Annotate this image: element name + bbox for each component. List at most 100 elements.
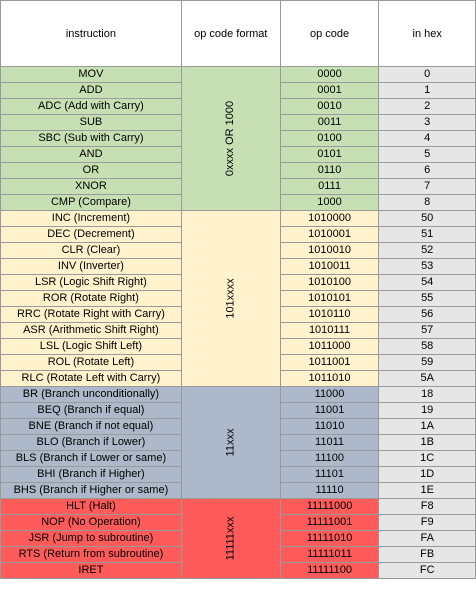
hex-cell: F9 (378, 514, 476, 531)
op-code-cell: 1011010 (279, 370, 380, 387)
hex-cell: 1 (378, 82, 476, 99)
instruction-cell: BHI (Branch if Higher) (0, 466, 182, 483)
op-code-cell: 1010100 (279, 274, 380, 291)
hex-cell: F8 (378, 498, 476, 515)
table-row: INV (Inverter) 1010011 53 (0, 258, 476, 275)
table-row: XNOR 0111 7 (0, 178, 476, 195)
table-row: JSR (Jump to subroutine) 11111010 FA (0, 530, 476, 547)
op-code-cell: 11000 (279, 386, 380, 403)
opcode-table: instruction op code format op code in he… (0, 0, 476, 579)
op-code-cell: 1000 (279, 194, 380, 211)
op-code-cell: 11111100 (279, 562, 380, 579)
instruction-cell: ROR (Rotate Right) (0, 290, 182, 307)
instruction-cell: IRET (0, 562, 182, 579)
op-code-cell: 11111011 (279, 546, 380, 563)
op-code-cell: 11111010 (279, 530, 380, 547)
table-row: RRC (Rotate Right with Carry) 1010110 56 (0, 306, 476, 323)
instruction-cell: MOV (0, 66, 182, 83)
op-code-cell: 1011000 (279, 338, 380, 355)
table-row: ROR (Rotate Right) 1010101 55 (0, 290, 476, 307)
hex-cell: 58 (378, 338, 476, 355)
instruction-cell: CMP (Compare) (0, 194, 182, 211)
hex-cell: 18 (378, 386, 476, 403)
instruction-cell: BEQ (Branch if equal) (0, 402, 182, 419)
hex-cell: 19 (378, 402, 476, 419)
hex-cell: 53 (378, 258, 476, 275)
table-row: ASR (Arithmetic Shift Right) 1010111 57 (0, 322, 476, 339)
op-code-cell: 11100 (279, 450, 380, 467)
hex-cell: 7 (378, 178, 476, 195)
instruction-cell: AND (0, 146, 182, 163)
instruction-cell: NOP (No Operation) (0, 514, 182, 531)
op-code-cell: 11101 (279, 466, 380, 483)
instruction-cell: CLR (Clear) (0, 242, 182, 259)
hex-cell: 0 (378, 66, 476, 83)
header-in-hex: in hex (378, 0, 476, 67)
hex-cell: 4 (378, 130, 476, 147)
instruction-cell: RTS (Return from subroutine) (0, 546, 182, 563)
hex-cell: FC (378, 562, 476, 579)
table-row: BLS (Branch if Lower or same) 11100 1C (0, 450, 476, 467)
instruction-cell: BHS (Branch if Higher or same) (0, 482, 182, 499)
op-code-cell: 1010000 (279, 210, 380, 227)
hex-cell: 8 (378, 194, 476, 211)
hex-cell: FB (378, 546, 476, 563)
table-row: CLR (Clear) 1010010 52 (0, 242, 476, 259)
op-code-format-label: 11111xxx (224, 516, 237, 561)
instruction-cell: ADD (0, 82, 182, 99)
hex-cell: 57 (378, 322, 476, 339)
instruction-cell: RRC (Rotate Right with Carry) (0, 306, 182, 323)
op-code-cell: 1011001 (279, 354, 380, 371)
instruction-cell: OR (0, 162, 182, 179)
table-row: LSL (Logic Shift Left) 1011000 58 (0, 338, 476, 355)
instruction-cell: LSR (Logic Shift Right) (0, 274, 182, 291)
instruction-cell: ADC (Add with Carry) (0, 98, 182, 115)
table-row: BHS (Branch if Higher or same) 11110 1E (0, 482, 476, 499)
table-row: RTS (Return from subroutine) 11111011 FB (0, 546, 476, 563)
instruction-cell: SBC (Sub with Carry) (0, 130, 182, 147)
instruction-cell: LSL (Logic Shift Left) (0, 338, 182, 355)
op-code-cell: 1010001 (279, 226, 380, 243)
op-code-format-cell: 0xxxx OR 1000 (180, 66, 281, 211)
instruction-cell: RLC (Rotate Left with Carry) (0, 370, 182, 387)
op-code-cell: 0100 (279, 130, 380, 147)
op-code-format-label: 101xxxx (224, 278, 237, 319)
instruction-cell: INV (Inverter) (0, 258, 182, 275)
table-row: RLC (Rotate Left with Carry) 1011010 5A (0, 370, 476, 387)
instruction-cell: BLO (Branch if Lower) (0, 434, 182, 451)
instruction-cell: BR (Branch unconditionally) (0, 386, 182, 403)
hex-cell: 56 (378, 306, 476, 323)
hex-cell: 59 (378, 354, 476, 371)
op-code-cell: 11011 (279, 434, 380, 451)
hex-cell: 2 (378, 98, 476, 115)
table-row: ROL (Rotate Left) 1011001 59 (0, 354, 476, 371)
op-code-cell: 0111 (279, 178, 380, 195)
instruction-cell: INC (Increment) (0, 210, 182, 227)
header-op-code: op code (279, 0, 380, 67)
hex-cell: 1C (378, 450, 476, 467)
table-row: ADD 0001 1 (0, 82, 476, 99)
table-row: AND 0101 5 (0, 146, 476, 163)
hex-cell: 5A (378, 370, 476, 387)
op-code-cell: 0110 (279, 162, 380, 179)
op-code-cell: 1010011 (279, 258, 380, 275)
instruction-cell: HLT (Halt) (0, 498, 182, 515)
hex-cell: 5 (378, 146, 476, 163)
op-code-cell: 1010111 (279, 322, 380, 339)
hex-cell: 1B (378, 434, 476, 451)
hex-cell: 50 (378, 210, 476, 227)
op-code-format-cell: 11xxx (180, 386, 281, 499)
hex-cell: 3 (378, 114, 476, 131)
op-code-format-cell: 11111xxx (180, 498, 281, 579)
op-code-cell: 1010101 (279, 290, 380, 307)
op-code-cell: 0011 (279, 114, 380, 131)
header-row: instruction op code format op code in he… (0, 0, 476, 67)
instruction-cell: ROL (Rotate Left) (0, 354, 182, 371)
table-row: NOP (No Operation) 11111001 F9 (0, 514, 476, 531)
op-code-cell: 0001 (279, 82, 380, 99)
table-row: SBC (Sub with Carry) 0100 4 (0, 130, 476, 147)
table-row: IRET 11111100 FC (0, 562, 476, 579)
op-code-cell: 11111001 (279, 514, 380, 531)
table-row: BEQ (Branch if equal) 11001 19 (0, 402, 476, 419)
table-row: MOV 0xxxx OR 1000 0000 0 (0, 66, 476, 211)
